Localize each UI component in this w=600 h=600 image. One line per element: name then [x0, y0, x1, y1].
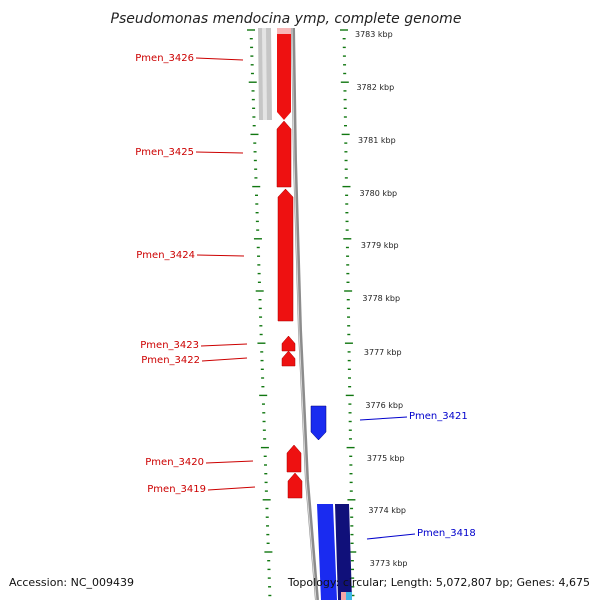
- gene-label[interactable]: Pmen_3419: [147, 484, 206, 495]
- scale-tick-label: 3782 kbp: [356, 83, 394, 92]
- scale-tick-label: 3783 kbp: [355, 30, 393, 39]
- gene-leader-line: [195, 151, 244, 154]
- genome-title: Pseudomonas mendocina ymp, complete geno…: [111, 11, 462, 27]
- scale-tick-label: 3777 kbp: [364, 348, 402, 357]
- gene-label[interactable]: Pmen_3426: [135, 53, 194, 64]
- gene-leader-line: [207, 486, 256, 491]
- scale-tick-label: 3778 kbp: [362, 294, 400, 303]
- accession-label: Accession: NC_009439: [9, 576, 134, 589]
- scale-tick-label: 3780 kbp: [359, 189, 397, 198]
- gene-feature-pmen-3418[interactable]: [317, 504, 337, 600]
- gene-features: [276, 34, 352, 600]
- other-feature-highlight: [262, 28, 267, 120]
- gene-leader-line: [359, 416, 408, 421]
- bottom-pink-stub: [341, 592, 346, 600]
- inner-tick-track: [247, 29, 273, 597]
- gene-label[interactable]: Pmen_3424: [136, 250, 195, 261]
- backbone-line: [291, 27, 319, 600]
- bottom-cyan-stub: [346, 592, 352, 600]
- gene-label[interactable]: Pmen_3420: [145, 457, 204, 468]
- gene-label[interactable]: Pmen_3418: [417, 528, 476, 539]
- gene-label[interactable]: Pmen_3421: [409, 411, 468, 422]
- gene-feature-pmen-3420[interactable]: [286, 444, 302, 473]
- gene-leader-line: [201, 357, 248, 362]
- gene-leader-line: [196, 254, 245, 257]
- scale-tick-label: 3774 kbp: [368, 506, 406, 515]
- gene-label[interactable]: Pmen_3422: [141, 355, 200, 366]
- gene-leader-line: [366, 533, 416, 540]
- scale-tick-label: 3773 kbp: [370, 559, 408, 568]
- scale-tick-label: 3779 kbp: [361, 241, 399, 250]
- gene-feature-pmen-3425[interactable]: [276, 120, 292, 188]
- gene-feature-pmen-3419[interactable]: [287, 472, 303, 499]
- gene-feature-reverse-dark[interactable]: [335, 504, 352, 600]
- backbone-highlight: [291, 27, 317, 600]
- top-pink-stub: [277, 28, 291, 34]
- gene-leader-line: [205, 460, 254, 464]
- gene-feature-pmen-3422[interactable]: [281, 350, 296, 367]
- gene-leader-line: [200, 343, 248, 347]
- outer-tick-track: [340, 29, 357, 597]
- gene-label[interactable]: Pmen_3425: [135, 147, 194, 158]
- scale-tick-label: 3781 kbp: [358, 136, 396, 145]
- genome-summary: Topology: circular; Length: 5,072,807 bp…: [287, 576, 590, 589]
- gene-labels: Pmen_3426 Pmen_3425 Pmen_3424 Pmen_3423 Pmen…: [135, 53, 476, 540]
- gene-label[interactable]: Pmen_3423: [140, 340, 199, 351]
- gene-feature-pmen-3423[interactable]: [281, 335, 296, 352]
- scale-tick-label: 3776 kbp: [365, 401, 403, 410]
- scale-labels: 3783 kbp 3782 kbp 3781 kbp 3780 kbp 3779 kbp…: [355, 30, 408, 568]
- gene-feature-pmen-3426[interactable]: [277, 34, 291, 120]
- gene-leader-line: [195, 57, 244, 61]
- scale-tick-label: 3775 kbp: [367, 454, 405, 463]
- gene-feature-pmen-3424[interactable]: [277, 188, 294, 322]
- gene-feature-pmen-3421[interactable]: [310, 405, 327, 441]
